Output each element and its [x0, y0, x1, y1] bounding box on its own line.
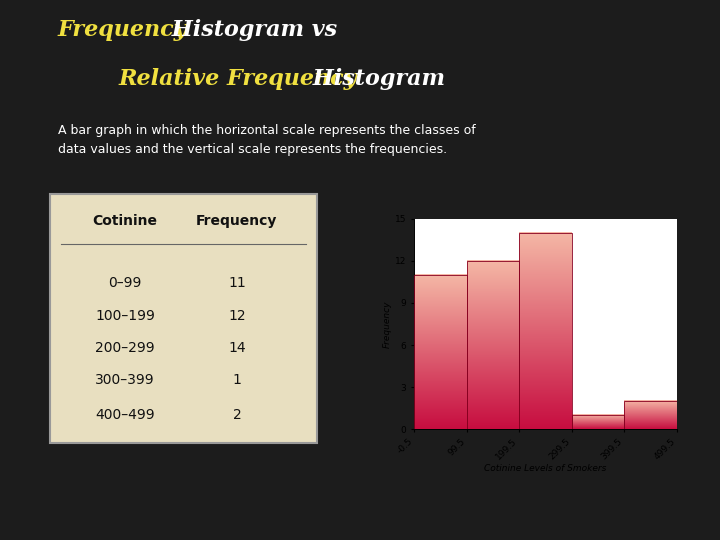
Text: 100–199: 100–199: [95, 309, 155, 323]
Text: Histogram: Histogram: [305, 68, 444, 90]
Bar: [467, 261, 519, 429]
Text: 14: 14: [228, 341, 246, 355]
Text: Histogram vs: Histogram vs: [164, 19, 337, 41]
X-axis label: Cotinine Levels of Smokers: Cotinine Levels of Smokers: [485, 464, 606, 474]
Text: 400–499: 400–499: [95, 408, 155, 422]
Text: Cotinine: Cotinine: [92, 214, 158, 228]
Bar: [572, 415, 624, 429]
Text: 12: 12: [228, 309, 246, 323]
Text: Frequency: Frequency: [196, 214, 278, 228]
Text: 200–299: 200–299: [95, 341, 155, 355]
Bar: [624, 401, 677, 429]
Text: Frequency: Frequency: [58, 19, 187, 41]
Bar: [519, 233, 572, 429]
FancyBboxPatch shape: [50, 194, 317, 443]
Text: 11: 11: [228, 276, 246, 291]
Text: 300–399: 300–399: [95, 373, 155, 387]
Y-axis label: Frequency: Frequency: [383, 300, 392, 348]
Text: 0–99: 0–99: [108, 276, 142, 291]
Text: 2: 2: [233, 408, 241, 422]
Bar: [414, 275, 467, 429]
Text: Relative Frequency: Relative Frequency: [119, 68, 357, 90]
Text: A bar graph in which the horizontal scale represents the classes of
data values : A bar graph in which the horizontal scal…: [58, 124, 475, 156]
Text: 1: 1: [233, 373, 241, 387]
